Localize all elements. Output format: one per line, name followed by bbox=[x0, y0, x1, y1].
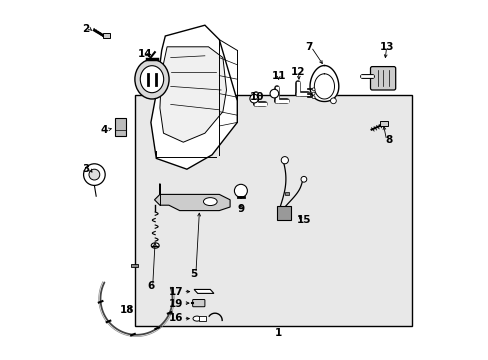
Polygon shape bbox=[154, 184, 230, 211]
Bar bbox=[379, 121, 387, 126]
Polygon shape bbox=[160, 47, 226, 142]
Ellipse shape bbox=[203, 198, 217, 206]
Bar bbox=[134, 95, 411, 326]
Text: 12: 12 bbox=[291, 67, 305, 77]
Bar bbox=[131, 264, 137, 267]
Circle shape bbox=[83, 164, 105, 185]
Text: 11: 11 bbox=[271, 71, 285, 81]
Text: 9: 9 bbox=[237, 204, 244, 214]
Text: 1: 1 bbox=[275, 328, 282, 338]
Circle shape bbox=[330, 98, 336, 104]
Bar bbox=[199, 316, 205, 321]
Circle shape bbox=[301, 176, 306, 182]
Polygon shape bbox=[309, 66, 338, 102]
Ellipse shape bbox=[140, 66, 163, 93]
Text: 7: 7 bbox=[305, 42, 312, 52]
Polygon shape bbox=[151, 25, 237, 169]
Ellipse shape bbox=[135, 59, 169, 99]
Text: 3: 3 bbox=[82, 164, 89, 174]
Circle shape bbox=[311, 92, 314, 95]
Bar bbox=[284, 192, 288, 195]
Circle shape bbox=[89, 169, 100, 180]
FancyBboxPatch shape bbox=[370, 67, 395, 90]
Circle shape bbox=[311, 96, 314, 99]
Text: 16: 16 bbox=[168, 312, 183, 323]
Circle shape bbox=[234, 184, 247, 197]
Text: 2: 2 bbox=[82, 24, 89, 34]
Text: 8: 8 bbox=[384, 135, 391, 145]
Bar bbox=[276, 206, 291, 220]
Text: 13: 13 bbox=[379, 42, 393, 52]
Text: 14: 14 bbox=[138, 49, 152, 59]
Bar bbox=[115, 118, 125, 136]
Text: 17: 17 bbox=[168, 287, 183, 297]
Text: 19: 19 bbox=[168, 299, 183, 309]
Text: 18: 18 bbox=[120, 305, 135, 315]
Text: 5: 5 bbox=[190, 269, 197, 279]
Ellipse shape bbox=[193, 316, 201, 321]
Text: 4: 4 bbox=[100, 125, 107, 135]
Text: 10: 10 bbox=[249, 92, 264, 102]
Circle shape bbox=[311, 88, 314, 91]
Circle shape bbox=[269, 89, 278, 98]
Bar bbox=[103, 33, 110, 38]
Circle shape bbox=[281, 157, 288, 164]
Text: 6: 6 bbox=[147, 281, 154, 291]
Ellipse shape bbox=[151, 243, 159, 248]
FancyBboxPatch shape bbox=[192, 300, 204, 307]
Circle shape bbox=[249, 94, 258, 103]
Text: 15: 15 bbox=[296, 215, 310, 225]
Polygon shape bbox=[194, 289, 213, 293]
